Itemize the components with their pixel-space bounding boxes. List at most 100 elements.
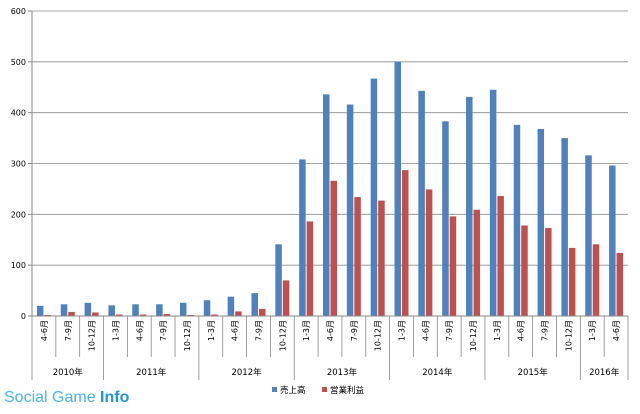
bar-operating-profit <box>115 314 123 316</box>
year-group-label: 2013年 <box>327 367 358 378</box>
bar-sales <box>251 293 258 316</box>
y-tick-label: 300 <box>11 160 26 169</box>
bar-operating-profit <box>306 221 314 316</box>
legend-swatch-operating-profit <box>322 387 327 392</box>
x-tick-label: 4-6月 <box>612 320 621 341</box>
bar-operating-profit <box>282 280 290 316</box>
x-tick-label: 4-6月 <box>421 320 430 341</box>
watermark-logo: Social Game Info <box>4 389 129 407</box>
bars <box>36 61 624 317</box>
y-axis: 0 100 200 300 400 500 600 <box>11 7 33 321</box>
bar-sales <box>394 61 402 317</box>
x-tick-label: 7-9月 <box>159 320 168 341</box>
bar-sales <box>323 94 330 316</box>
x-tick-label: 4-6月 <box>135 320 144 341</box>
bar-sales <box>156 304 163 316</box>
year-group-label: 2016年 <box>589 367 620 378</box>
bar-operating-profit <box>354 197 361 316</box>
x-axis: 4-6月 7-9月 10-12月 1-3月 4-6月 7-9月 10-12月 1-3月 4-6月… <box>31 315 629 380</box>
bar-operating-profit <box>616 252 624 316</box>
bar-sales <box>108 305 115 316</box>
bar-sales <box>537 128 545 316</box>
bar-sales <box>418 90 425 316</box>
bar-operating-profit <box>187 314 194 316</box>
bar-operating-profit <box>235 311 242 316</box>
legend-label-sales: 売上高 <box>280 385 306 396</box>
x-tick-label: 10-12月 <box>278 320 287 351</box>
legend-label-operating-profit: 営業利益 <box>330 385 365 396</box>
x-tick-label: 7-9月 <box>254 320 263 341</box>
bar-sales <box>203 300 211 316</box>
bar-sales <box>346 104 354 317</box>
bar-sales <box>442 121 449 316</box>
bar-operating-profit <box>545 228 552 316</box>
bar-sales <box>227 296 235 316</box>
year-group-label: 2010年 <box>53 367 84 378</box>
x-tick-label: 1-3月 <box>398 320 407 341</box>
y-tick-label: 100 <box>11 261 26 270</box>
bar-sales <box>84 302 92 316</box>
x-tick-label: 7-9月 <box>541 320 550 341</box>
year-group-label: 2012年 <box>231 367 262 378</box>
gridlines <box>32 10 628 266</box>
bar-sales <box>513 124 521 316</box>
bar-operating-profit <box>68 311 75 316</box>
bar-operating-profit <box>378 200 385 316</box>
bar-sales <box>60 304 68 316</box>
year-group-label: 2015年 <box>518 367 549 378</box>
bar-operating-profit <box>521 225 528 316</box>
bar-sales <box>609 165 616 316</box>
legend-swatch-sales <box>272 387 277 392</box>
bar-sales <box>585 155 592 316</box>
bar-operating-profit <box>425 189 433 316</box>
x-tick-label: 4-6月 <box>517 320 526 341</box>
x-tick-label: 1-3月 <box>302 320 311 341</box>
bar-operating-profit <box>473 209 481 316</box>
bar-operating-profit <box>497 196 504 316</box>
x-tick-label: 7-9月 <box>64 320 73 341</box>
x-tick-label: 1-3月 <box>207 320 216 341</box>
y-tick-label: 0 <box>21 312 26 321</box>
x-tick-label: 10-12月 <box>183 320 192 351</box>
x-tick-label: 10-12月 <box>564 320 573 351</box>
x-tick-label: 4-6月 <box>40 320 49 341</box>
bar-sales <box>132 304 139 316</box>
bar-sales <box>299 159 306 316</box>
y-tick-label: 400 <box>11 109 26 118</box>
bar-operating-profit <box>163 313 171 316</box>
legend: 売上高 営業利益 <box>272 385 365 396</box>
bar-sales <box>275 244 282 316</box>
y-tick-label: 600 <box>11 7 26 16</box>
x-tick-label: 1-3月 <box>111 320 120 341</box>
y-tick-label: 500 <box>11 58 26 67</box>
y-tick-label: 200 <box>11 210 26 219</box>
bar-sales <box>36 305 44 316</box>
bar-operating-profit <box>568 247 576 316</box>
bar-sales <box>370 78 378 316</box>
year-group-label: 2014年 <box>422 367 453 378</box>
bar-operating-profit <box>592 244 600 316</box>
x-tick-label: 10-12月 <box>88 320 97 351</box>
watermark-text: Social Game <box>4 389 101 406</box>
bar-sales <box>489 89 497 317</box>
bar-operating-profit <box>258 308 266 316</box>
bar-sales <box>179 302 187 316</box>
bar-sales <box>466 96 473 317</box>
bar-operating-profit <box>330 180 337 316</box>
x-tick-label: 4-6月 <box>231 320 240 341</box>
x-tick-label: 1-3月 <box>588 320 597 341</box>
year-group-label: 2011年 <box>136 367 167 378</box>
x-tick-label: 7-9月 <box>350 320 359 341</box>
x-tick-label: 1-3月 <box>493 320 502 341</box>
bar-sales <box>561 138 568 316</box>
x-tick-label: 4-6月 <box>326 320 335 341</box>
x-tick-label: 10-12月 <box>469 320 478 351</box>
watermark-brand: Info <box>100 389 130 406</box>
x-tick-label: 10-12月 <box>374 320 383 351</box>
bar-operating-profit <box>139 314 147 316</box>
x-tick-label: 7-9月 <box>445 320 454 341</box>
bar-operating-profit <box>449 216 457 316</box>
bar-operating-profit <box>211 314 218 316</box>
